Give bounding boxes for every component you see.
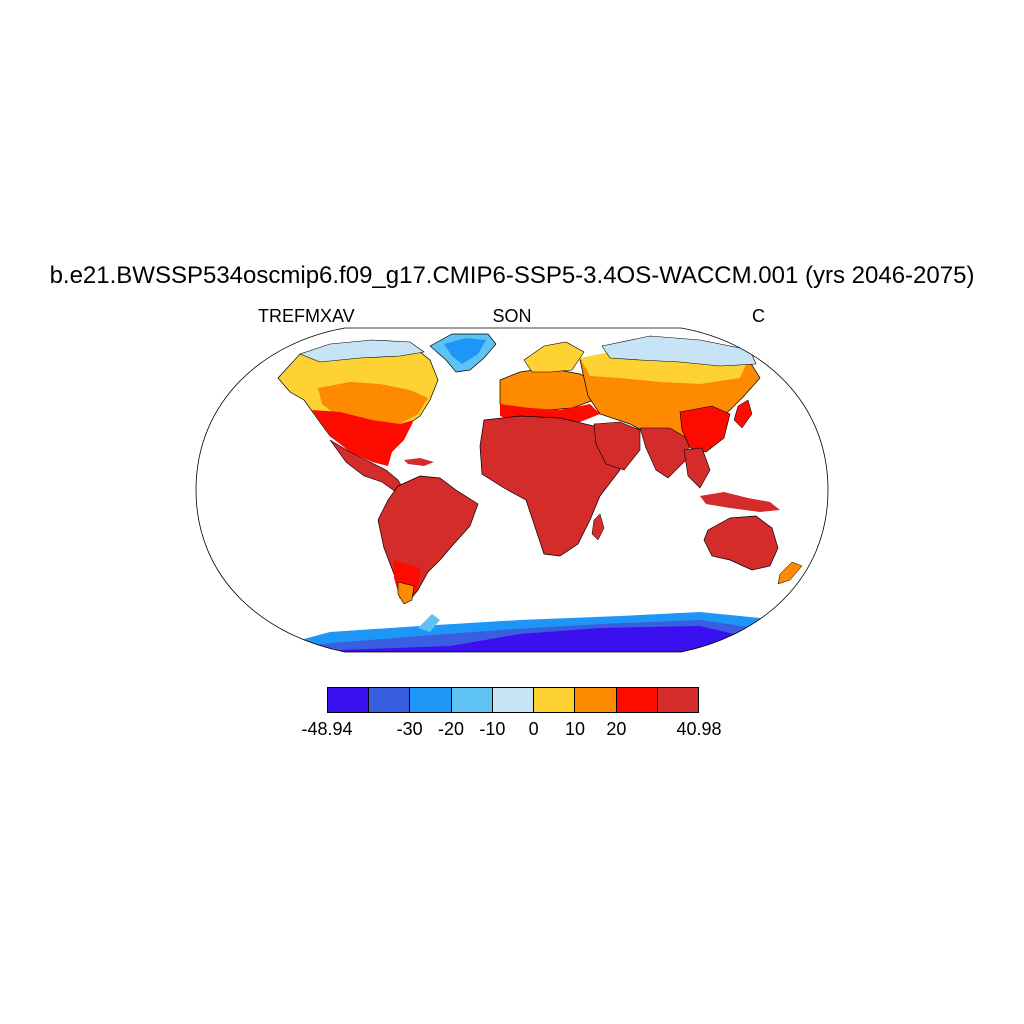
indonesia — [700, 492, 780, 512]
colorbar-tick-label: 10 — [564, 719, 586, 739]
colorbar-box — [575, 688, 617, 712]
patagonia — [397, 581, 415, 605]
figure-title: b.e21.BWSSP534oscmip6.f09_g17.CMIP6-SSP5… — [49, 262, 975, 289]
scandinavia — [523, 341, 585, 373]
antarctica-interior — [340, 626, 780, 652]
colorbar-tick-label: -10 — [479, 719, 506, 739]
colorbar-tick-label: 40.98 — [676, 719, 722, 739]
africa — [479, 415, 621, 557]
colorbar-tick-label: -48.94 — [301, 719, 353, 739]
colorbar-box — [369, 688, 411, 712]
australia — [703, 515, 779, 571]
units-label: C — [752, 306, 765, 326]
colorbar-box — [451, 688, 493, 712]
new-zealand — [777, 561, 803, 585]
greenland-interior — [444, 338, 486, 364]
madagascar — [591, 513, 605, 541]
south-america — [377, 475, 479, 601]
south-asia — [639, 427, 691, 479]
colorbar-box — [657, 688, 698, 712]
colorbar — [327, 687, 699, 713]
colorbar-box — [616, 688, 658, 712]
north-america-south — [312, 410, 414, 466]
colorbar-box — [410, 688, 452, 712]
caribbean — [404, 458, 434, 466]
siberia-arctic — [601, 335, 757, 367]
colorbar-box — [534, 688, 576, 712]
colorbar-tick-label: 20 — [606, 719, 627, 739]
east-asia — [679, 405, 731, 453]
colorbar-tick-label: -20 — [437, 719, 465, 739]
land-temperature-fields — [277, 333, 803, 652]
antarctic-peninsula — [418, 614, 440, 632]
japan — [733, 399, 753, 429]
colorbar-tick-label: -30 — [396, 719, 423, 739]
variable-label: TREFMXAV — [258, 306, 355, 326]
colorbar-tick-label: 0 — [528, 719, 539, 739]
map-boundary — [195, 327, 829, 653]
southeast-asia — [683, 447, 711, 489]
season-label: SON — [492, 306, 532, 326]
colorbar-box — [492, 688, 535, 712]
colorbar-box — [328, 688, 370, 712]
canadian-arctic — [299, 339, 425, 363]
middle-east — [593, 421, 641, 471]
